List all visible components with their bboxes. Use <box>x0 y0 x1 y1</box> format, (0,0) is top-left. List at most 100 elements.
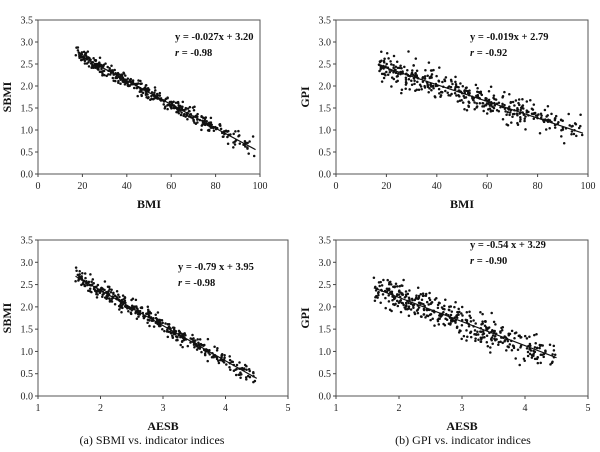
data-point <box>415 294 418 297</box>
data-point <box>88 289 92 293</box>
data-point <box>198 338 202 341</box>
data-point <box>537 113 540 116</box>
data-point <box>118 295 121 299</box>
data-point <box>400 91 403 95</box>
data-point <box>98 70 102 74</box>
data-point <box>114 76 118 79</box>
y-tick-label: 0.0 <box>21 392 34 403</box>
data-point <box>386 289 390 292</box>
data-point <box>103 280 107 283</box>
data-point <box>501 117 505 121</box>
data-point <box>494 338 497 342</box>
data-point <box>439 95 442 98</box>
data-point <box>508 111 512 114</box>
data-point <box>505 113 508 117</box>
data-point <box>132 86 136 90</box>
data-point <box>559 118 563 121</box>
data-point <box>146 305 150 309</box>
data-point <box>413 311 416 314</box>
data-point <box>402 278 405 282</box>
data-point <box>517 98 521 101</box>
data-point <box>181 345 184 349</box>
data-point <box>478 91 482 94</box>
data-point <box>532 103 536 106</box>
data-point <box>476 93 480 97</box>
data-point <box>94 59 97 63</box>
data-point <box>161 328 164 331</box>
data-point <box>137 315 140 318</box>
data-point <box>395 293 399 296</box>
data-point <box>403 65 406 69</box>
x-tick-label: 100 <box>581 181 596 192</box>
data-point <box>410 302 413 306</box>
data-point <box>460 318 464 322</box>
data-point <box>394 71 398 75</box>
data-point <box>142 316 146 320</box>
data-point <box>481 102 484 105</box>
data-point <box>423 77 427 80</box>
data-point <box>437 323 441 326</box>
data-point <box>438 317 441 320</box>
data-point <box>465 339 468 342</box>
data-point <box>519 335 523 339</box>
data-point <box>441 80 444 84</box>
data-point <box>548 343 552 346</box>
data-point <box>385 70 388 74</box>
data-point <box>490 336 494 339</box>
data-point <box>101 293 104 297</box>
data-point <box>453 87 457 91</box>
data-point <box>447 308 451 312</box>
data-point <box>485 112 489 115</box>
data-point <box>418 83 422 87</box>
data-point <box>480 93 484 97</box>
data-point <box>533 346 537 349</box>
data-point <box>96 283 100 287</box>
data-point <box>407 305 411 308</box>
data-point <box>431 84 435 88</box>
data-point <box>134 298 138 302</box>
data-point <box>479 336 483 339</box>
data-point <box>123 296 127 299</box>
data-point <box>524 128 527 131</box>
data-point <box>206 359 209 363</box>
data-point <box>484 320 487 324</box>
data-point <box>423 75 427 78</box>
data-point <box>436 303 440 307</box>
data-point <box>247 152 250 155</box>
data-point <box>378 60 382 64</box>
data-point <box>458 99 462 102</box>
data-point <box>404 87 407 91</box>
data-point <box>398 66 401 70</box>
data-point <box>189 337 192 340</box>
data-point <box>108 287 111 291</box>
y-tick-label: 3.5 <box>319 236 332 247</box>
data-point <box>205 119 208 123</box>
data-point <box>492 96 495 100</box>
data-point <box>139 306 143 309</box>
data-point <box>158 94 162 97</box>
data-point <box>380 284 384 287</box>
data-point <box>395 299 399 303</box>
data-point <box>464 318 468 322</box>
data-point <box>422 294 425 297</box>
data-point <box>461 314 464 317</box>
data-point <box>410 79 413 83</box>
data-point <box>579 113 582 116</box>
data-point <box>453 305 456 309</box>
data-point <box>466 91 470 95</box>
data-point <box>407 301 410 305</box>
data-point <box>163 329 166 333</box>
data-point <box>424 292 428 296</box>
data-point <box>482 332 486 335</box>
data-point <box>385 51 389 55</box>
data-point <box>437 79 440 82</box>
data-point <box>229 368 232 371</box>
data-point <box>381 293 385 296</box>
data-point <box>395 75 399 78</box>
data-point <box>485 97 488 100</box>
data-point <box>153 91 156 95</box>
panel-sbmi-vs-bmi: 0.0 0.5 1.0 1.5 2.0 2.5 3.0 3.5 0 20 40 60 80 100 BMI S… <box>0 16 268 212</box>
data-point <box>220 354 223 357</box>
data-point <box>186 117 189 121</box>
